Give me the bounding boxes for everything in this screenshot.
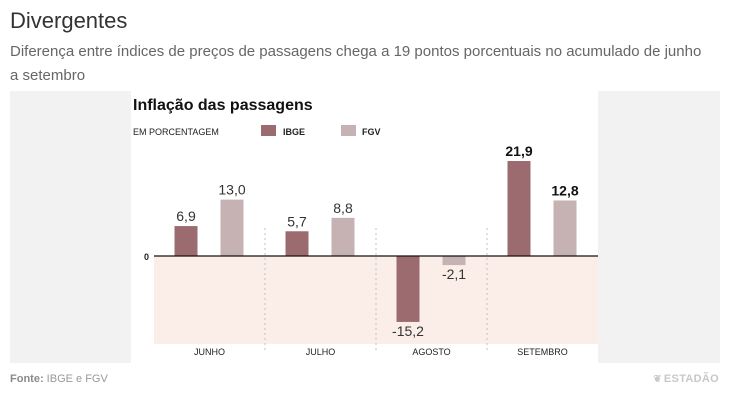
brand-logo: ❦ ESTADÃO bbox=[653, 373, 719, 385]
data-label: 8,8 bbox=[333, 200, 353, 216]
bar-fgv-agosto bbox=[442, 256, 466, 266]
category-label: SETEMBRO bbox=[517, 347, 568, 357]
bar-ibge-julho bbox=[285, 231, 309, 256]
bar-fgv-junho bbox=[220, 199, 244, 256]
data-label: 13,0 bbox=[218, 182, 245, 198]
data-label: 5,7 bbox=[287, 213, 307, 229]
source-label: Fonte: bbox=[10, 373, 44, 385]
data-label: -15,2 bbox=[392, 323, 424, 339]
unit-label: EM PORCENTAGEM bbox=[133, 127, 219, 137]
bar-fgv-setembro bbox=[553, 200, 577, 256]
zero-label: 0 bbox=[144, 252, 149, 262]
legend-swatch-fgv bbox=[341, 125, 356, 136]
source-note: Fonte: IBGE e FGV bbox=[10, 373, 108, 385]
legend-label-fgv: FGV bbox=[362, 127, 381, 137]
category-label: JUNHO bbox=[194, 347, 225, 357]
bar-chart: Inflação das passagens EM PORCENTAGEM IB… bbox=[131, 91, 598, 363]
chart-title: Inflação das passagens bbox=[133, 97, 313, 114]
page-title: Divergentes bbox=[10, 8, 128, 33]
bar-ibge-junho bbox=[174, 226, 198, 256]
brand-name: ESTADÃO bbox=[663, 373, 719, 385]
page-subtitle: Diferença entre índices de preços de pas… bbox=[10, 43, 702, 84]
legend: IBGE FGV bbox=[261, 125, 381, 137]
category-label: AGOSTO bbox=[412, 347, 450, 357]
legend-swatch-ibge bbox=[261, 125, 276, 136]
estadao-logo-icon: ❦ bbox=[653, 374, 662, 385]
legend-label-ibge: IBGE bbox=[283, 127, 305, 137]
chart-panel: Inflação das passagens EM PORCENTAGEM IB… bbox=[10, 91, 720, 363]
bar-ibge-setembro bbox=[507, 161, 531, 256]
source-text: IBGE e FGV bbox=[46, 373, 108, 385]
data-label: 6,9 bbox=[176, 208, 196, 224]
bar-fgv-julho bbox=[331, 217, 355, 256]
bar-ibge-agosto bbox=[396, 256, 420, 322]
category-label: JULHO bbox=[306, 347, 336, 357]
data-label: -2,1 bbox=[442, 266, 466, 282]
data-label: 21,9 bbox=[505, 143, 532, 159]
data-label: 12,8 bbox=[551, 182, 578, 198]
